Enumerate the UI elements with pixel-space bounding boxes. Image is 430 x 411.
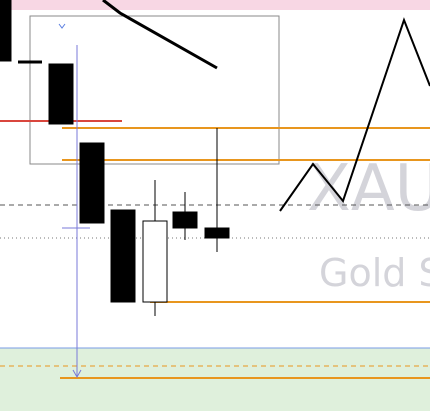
watermark-description: Gold S — [319, 251, 430, 295]
candle-5[interactable] — [172, 192, 198, 240]
candle-0[interactable] — [0, 0, 12, 62]
levels-layer — [0, 120, 430, 379]
candles-layer — [0, 0, 230, 316]
candle-2[interactable] — [79, 142, 105, 224]
candle-body — [204, 227, 230, 239]
zone-0 — [0, 0, 430, 10]
candle-6[interactable] — [204, 128, 230, 252]
candle-body — [172, 211, 198, 229]
candle-4[interactable] — [142, 180, 168, 316]
arrow-down-icon — [72, 369, 82, 379]
candle-body — [0, 0, 12, 62]
projection-path[interactable] — [279, 17, 430, 212]
marker-layer — [18, 23, 90, 379]
candle-3[interactable] — [110, 209, 136, 303]
candle-1[interactable] — [48, 63, 74, 125]
selection-box-layer — [29, 15, 280, 165]
candle-body — [48, 63, 74, 125]
candle-body — [110, 209, 136, 303]
drawings-layer — [102, 0, 430, 212]
zone-1 — [0, 348, 430, 411]
watermark: XAU Gold S — [307, 152, 430, 295]
candle-body — [142, 220, 168, 303]
trend-line[interactable] — [102, 0, 218, 70]
selection-box[interactable] — [29, 15, 280, 165]
candle-body — [79, 142, 105, 224]
arrow-down-icon — [58, 23, 66, 29]
watermark-symbol: XAU — [307, 152, 430, 226]
